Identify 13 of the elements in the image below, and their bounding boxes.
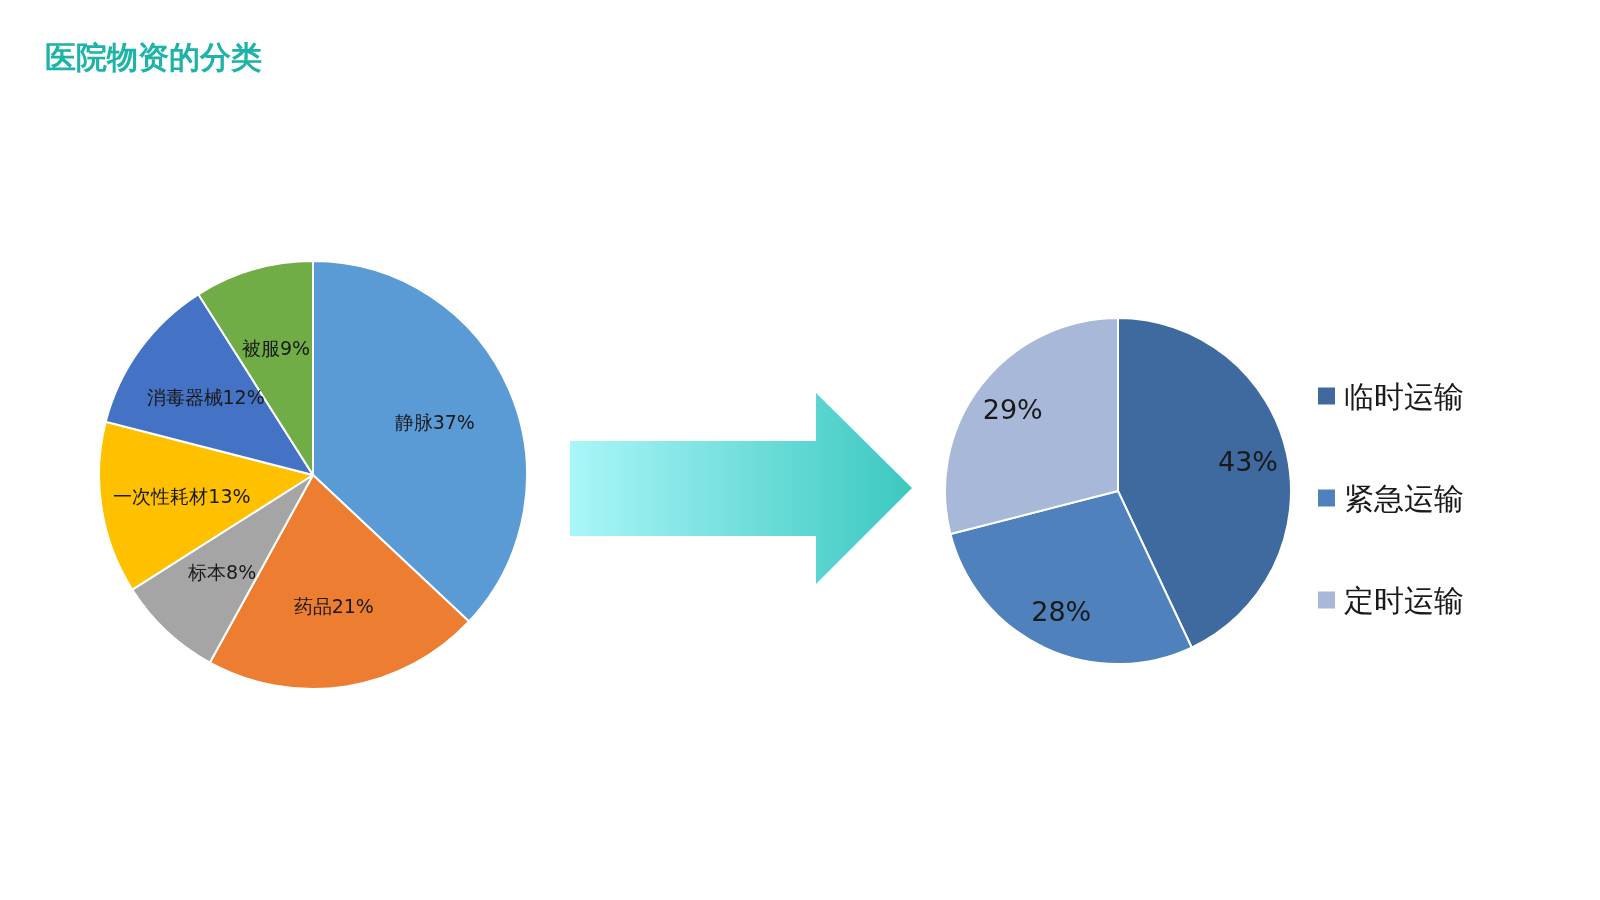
legend-label: 临时运输 — [1344, 378, 1464, 414]
chart-title: 医院物资的分类 — [45, 39, 262, 75]
data-label: 28% — [1031, 596, 1092, 628]
slice-label: 标本8% — [187, 560, 257, 583]
slice-label: 静脉37% — [394, 411, 475, 434]
slice-label: 药品21% — [293, 595, 374, 618]
data-label: 29% — [982, 393, 1043, 425]
legend-label: 定时运输 — [1344, 582, 1464, 618]
slice-label: 被服9% — [241, 336, 311, 359]
slice-label: 消毒器械12% — [146, 386, 265, 409]
data-label: 43% — [1217, 446, 1279, 478]
legend-label: 紧急运输 — [1344, 480, 1464, 516]
slice-label: 一次性耗材13% — [113, 484, 251, 507]
